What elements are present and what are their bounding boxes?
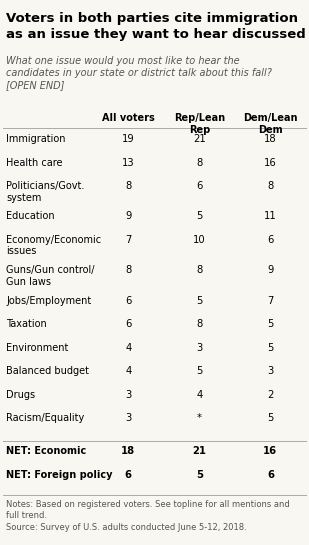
Text: 16: 16 xyxy=(263,446,277,456)
Text: 9: 9 xyxy=(267,265,273,275)
Text: 6: 6 xyxy=(267,235,273,245)
Text: 8: 8 xyxy=(196,265,202,275)
Text: 10: 10 xyxy=(193,235,205,245)
Text: 8: 8 xyxy=(196,319,202,329)
Text: 6: 6 xyxy=(267,470,274,480)
Text: 8: 8 xyxy=(125,265,131,275)
Text: 6: 6 xyxy=(196,181,202,191)
Text: Voters in both parties cite immigration
as an issue they want to hear discussed: Voters in both parties cite immigration … xyxy=(6,12,306,41)
Text: 2: 2 xyxy=(267,390,273,399)
Text: 18: 18 xyxy=(121,446,135,456)
Text: 7: 7 xyxy=(125,235,131,245)
Text: Balanced budget: Balanced budget xyxy=(6,366,89,376)
Text: 3: 3 xyxy=(196,343,202,353)
Text: Politicians/Govt.
system: Politicians/Govt. system xyxy=(6,181,85,203)
Text: 6: 6 xyxy=(125,470,132,480)
Text: 21: 21 xyxy=(193,134,206,144)
Text: 9: 9 xyxy=(125,211,131,221)
Text: 8: 8 xyxy=(125,181,131,191)
Text: 8: 8 xyxy=(267,181,273,191)
Text: 7: 7 xyxy=(267,296,273,306)
Text: Economy/Economic
issues: Economy/Economic issues xyxy=(6,235,101,257)
Text: NET: Economic: NET: Economic xyxy=(6,446,87,456)
Text: 5: 5 xyxy=(196,296,202,306)
Text: 21: 21 xyxy=(192,446,206,456)
Text: Health care: Health care xyxy=(6,158,63,167)
Text: Immigration: Immigration xyxy=(6,134,66,144)
Text: 5: 5 xyxy=(196,211,202,221)
Text: 19: 19 xyxy=(122,134,135,144)
Text: Rep/Lean
Rep: Rep/Lean Rep xyxy=(174,113,225,135)
Text: NET: Foreign policy: NET: Foreign policy xyxy=(6,470,113,480)
Text: 4: 4 xyxy=(196,390,202,399)
Text: 11: 11 xyxy=(264,211,277,221)
Text: 3: 3 xyxy=(267,366,273,376)
Text: Racism/Equality: Racism/Equality xyxy=(6,413,84,423)
Text: Environment: Environment xyxy=(6,343,69,353)
Text: Taxation: Taxation xyxy=(6,319,47,329)
Text: 4: 4 xyxy=(125,366,131,376)
Text: 18: 18 xyxy=(264,134,277,144)
Text: 6: 6 xyxy=(125,296,131,306)
Text: Dem/Lean
Dem: Dem/Lean Dem xyxy=(243,113,298,135)
Text: 3: 3 xyxy=(125,413,131,423)
Text: 4: 4 xyxy=(125,343,131,353)
Text: Education: Education xyxy=(6,211,55,221)
Text: Guns/Gun control/
Gun laws: Guns/Gun control/ Gun laws xyxy=(6,265,95,287)
Text: 5: 5 xyxy=(267,343,273,353)
Text: 5: 5 xyxy=(196,470,203,480)
Text: 3: 3 xyxy=(125,390,131,399)
Text: 13: 13 xyxy=(122,158,134,167)
Text: What one issue would you most like to hear the
candidates in your state or distr: What one issue would you most like to he… xyxy=(6,56,272,90)
Text: 5: 5 xyxy=(196,366,202,376)
Text: 5: 5 xyxy=(267,319,273,329)
Text: Drugs: Drugs xyxy=(6,390,35,399)
Text: 5: 5 xyxy=(267,413,273,423)
Text: 8: 8 xyxy=(196,158,202,167)
Text: 16: 16 xyxy=(264,158,277,167)
Text: 6: 6 xyxy=(125,319,131,329)
Text: Notes: Based on registered voters. See topline for all mentions and
full trend.
: Notes: Based on registered voters. See t… xyxy=(6,500,290,531)
Text: Jobs/Employment: Jobs/Employment xyxy=(6,296,91,306)
Text: *: * xyxy=(197,413,202,423)
Text: All voters: All voters xyxy=(102,113,154,123)
